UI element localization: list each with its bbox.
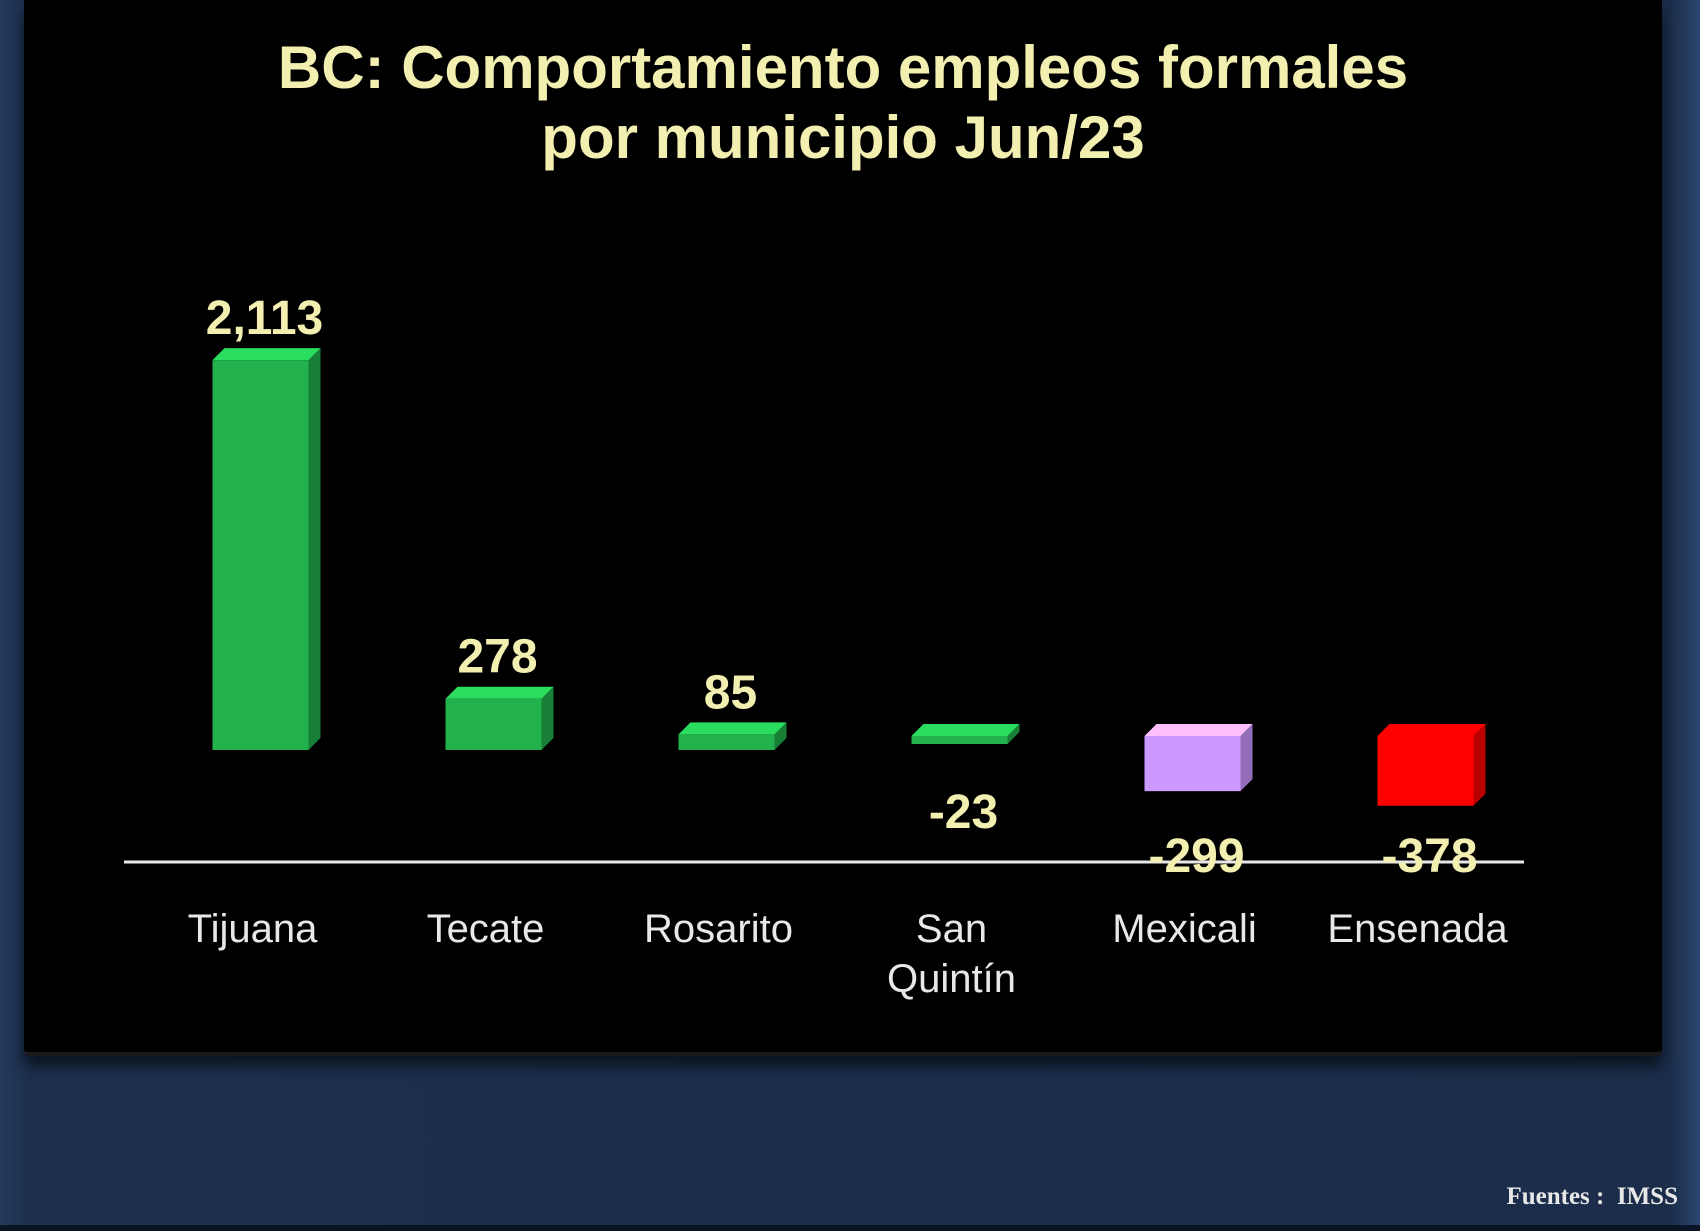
bar-top-tecate	[445, 686, 554, 699]
value-label-tijuana: 2,113	[206, 292, 323, 345]
bar-top-tijuana	[212, 348, 321, 361]
bar-top-ensenada	[1377, 724, 1486, 736]
value-label-rosarito: 85	[704, 666, 757, 719]
bottom-band	[0, 1225, 1700, 1231]
value-label-tecate: 278	[457, 631, 537, 684]
bar-tecate	[445, 698, 542, 750]
category-label-san-quintin-line-1: San	[916, 907, 987, 951]
bar-top-rosarito	[678, 722, 787, 735]
bar-side-rosarito	[774, 722, 787, 750]
bar-side-ensenada	[1473, 724, 1486, 806]
bar-top-mexicali	[1144, 724, 1253, 736]
category-label-san-quintin-line-2: Quintín	[887, 957, 1016, 1001]
source-note: Fuentes : IMSS	[1506, 1183, 1678, 1210]
bar-rosarito	[678, 734, 775, 750]
category-label-mexicali: Mexicali	[1112, 907, 1256, 951]
category-label-ensenada: Ensenada	[1327, 907, 1508, 951]
bar-tijuana	[212, 360, 309, 750]
bar-side-mexicali	[1240, 724, 1253, 792]
bar-side-san-quintin	[1007, 724, 1020, 744]
chart-title-line-2: por municipio Jun/23	[541, 104, 1145, 171]
bar-mexicali	[1144, 736, 1241, 792]
bar-top-san-quintin	[911, 724, 1020, 736]
bar-side-tecate	[541, 686, 554, 750]
value-label-mexicali: -299	[1148, 830, 1244, 883]
bar-ensenada	[1377, 736, 1474, 806]
category-label-rosarito: Rosarito	[644, 907, 793, 951]
category-label-tecate: Tecate	[427, 907, 545, 951]
category-label-tijuana: Tijuana	[188, 907, 318, 951]
value-label-ensenada: -378	[1381, 830, 1477, 883]
chart-title-line-1: BC: Comportamiento empleos formales	[277, 34, 1409, 101]
bar-san-quintin	[911, 736, 1008, 744]
bar-side-tijuana	[308, 348, 321, 750]
value-label-san-quintin: -23	[929, 786, 998, 839]
